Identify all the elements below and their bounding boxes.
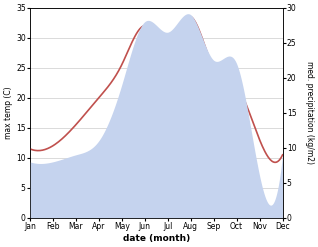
X-axis label: date (month): date (month) [123,234,190,243]
Y-axis label: max temp (C): max temp (C) [4,86,13,139]
Y-axis label: med. precipitation (kg/m2): med. precipitation (kg/m2) [305,61,314,164]
